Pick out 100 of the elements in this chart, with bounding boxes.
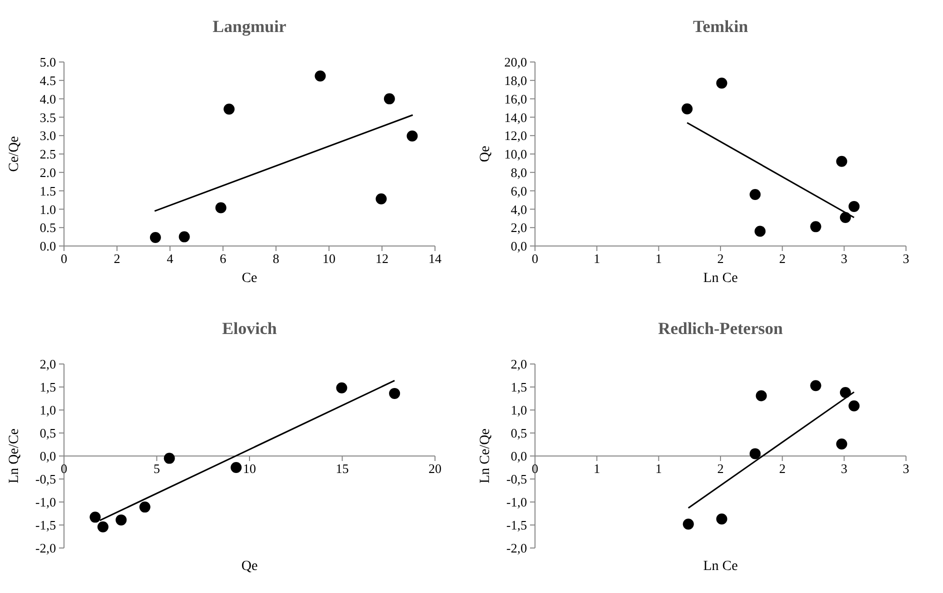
x-tick-label: 2 — [114, 251, 120, 266]
y-tick-label: -2,0 — [506, 540, 527, 556]
y-tick-label: 4.0 — [40, 91, 56, 106]
y-axis-title: Ce/Qe — [7, 136, 22, 172]
y-tick-label: 4.5 — [40, 72, 56, 88]
y-tick-label: 1,5 — [510, 380, 527, 395]
x-tick-label: 1 — [655, 251, 662, 266]
point — [848, 400, 860, 412]
point — [150, 232, 161, 244]
point — [336, 382, 348, 394]
x-tick-label: 10 — [243, 461, 256, 476]
x-tick-label: 0 — [532, 461, 538, 476]
point — [314, 70, 326, 82]
chart-title: Redlich-Peterson — [658, 319, 784, 338]
x-axis-title: Qe — [241, 559, 258, 574]
point — [754, 226, 766, 237]
y-tick-label: 0,0 — [510, 448, 527, 464]
x-tick-label: 8 — [272, 251, 280, 266]
point — [810, 380, 822, 392]
y-axis-title: Qe — [478, 146, 493, 162]
y-tick-label: 1,0 — [510, 402, 527, 418]
point — [230, 462, 242, 473]
x-tick-label: 2 — [779, 461, 786, 476]
x-tick-label: 5 — [154, 461, 160, 476]
point — [682, 518, 694, 530]
point — [750, 448, 761, 460]
x-tick-label: 1 — [655, 461, 662, 476]
y-tick-label: 0.5 — [40, 220, 56, 236]
point — [682, 103, 693, 114]
point — [750, 188, 761, 200]
x-axis-title: Ce — [242, 271, 258, 286]
y-tick-label: -1,0 — [35, 494, 56, 510]
y-tick-label: -1,5 — [35, 518, 56, 533]
y-tick-label: 2.0 — [40, 164, 56, 180]
y-tick-label: 2,0 — [40, 356, 56, 372]
y-tick-label: 0,0 — [510, 238, 527, 254]
x-tick-label: 2 — [717, 251, 724, 266]
x-tick-label: 20 — [428, 461, 442, 476]
x-axis-title: Ln Ce — [703, 559, 738, 574]
x-tick-label: 14 — [428, 251, 442, 266]
y-tick-label: -0,5 — [506, 472, 527, 487]
x-tick-label: 0 — [60, 251, 68, 266]
x-tick-label: 12 — [376, 251, 388, 266]
point — [224, 104, 235, 115]
y-tick-label: 2.5 — [40, 146, 56, 162]
x-tick-label: 1 — [594, 251, 600, 266]
x-tick-label: 0 — [532, 251, 538, 266]
y-tick-label: 1,0 — [40, 402, 56, 418]
y-tick-label: 6,0 — [510, 183, 527, 198]
point — [840, 387, 851, 398]
y-tick-label: 0,0 — [40, 448, 56, 464]
y-tick-label: 3.5 — [40, 110, 56, 125]
point — [215, 202, 226, 214]
y-tick-label: 4,0 — [510, 202, 527, 217]
y-tick-label: 10,0 — [504, 146, 527, 162]
x-tick-label: 6 — [220, 251, 227, 266]
point — [406, 130, 418, 142]
chart-title: Temkin — [692, 17, 749, 36]
y-tick-label: 2,0 — [510, 220, 527, 236]
y-tick-label: -1,5 — [506, 518, 527, 533]
x-tick-label: 3 — [902, 461, 910, 476]
x-tick-label: 2 — [717, 461, 724, 476]
x-tick-label: 15 — [336, 461, 349, 476]
point — [376, 193, 387, 204]
y-tick-label: 0,5 — [40, 426, 56, 441]
y-tick-label: 0,5 — [510, 426, 527, 441]
y-tick-label: -0,5 — [35, 472, 56, 487]
point — [90, 512, 101, 523]
y-tick-label: 12,0 — [504, 128, 527, 144]
y-axis-title: Ln Qe/Ce — [7, 428, 22, 484]
point — [139, 502, 150, 513]
x-tick-label: 1 — [594, 461, 600, 476]
y-tick-label: 2,0 — [510, 356, 527, 372]
x-tick-label: 2 — [779, 251, 786, 266]
chart-title: Elovich — [222, 319, 278, 338]
point — [97, 521, 108, 532]
y-tick-label: 1.0 — [40, 202, 56, 217]
point — [178, 231, 190, 242]
y-tick-label: 1.5 — [40, 183, 56, 198]
x-tick-label: 3 — [840, 251, 848, 266]
x-tick-label: 3 — [840, 461, 848, 476]
x-tick-label: 4 — [166, 251, 174, 266]
point — [836, 156, 848, 167]
y-tick-label: 0.0 — [40, 238, 56, 254]
y-tick-label: 8,0 — [510, 164, 527, 180]
y-tick-label: -1,0 — [506, 494, 527, 510]
point — [389, 388, 400, 399]
y-tick-label: 5.0 — [40, 54, 56, 70]
chart-title: Langmuir — [212, 17, 287, 36]
point — [848, 200, 860, 212]
y-tick-label: 3.0 — [40, 128, 56, 144]
y-tick-label: 20,0 — [504, 54, 527, 70]
point — [716, 514, 728, 525]
y-tick-label: 16,0 — [504, 91, 527, 106]
y-tick-label: 18,0 — [504, 72, 527, 88]
point — [384, 93, 395, 104]
x-tick-label: 10 — [322, 251, 336, 266]
y-tick-label: -2,0 — [35, 540, 56, 556]
x-axis-title: Ln Ce — [703, 271, 738, 286]
y-axis-title: Ln Ce/Qe — [478, 428, 493, 484]
